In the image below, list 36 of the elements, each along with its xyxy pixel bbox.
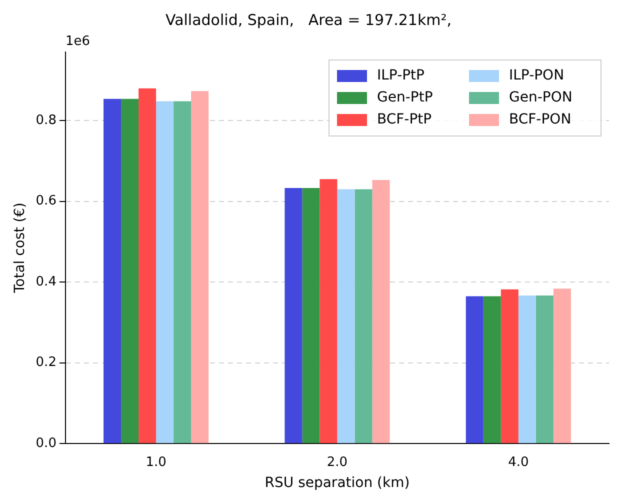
legend-label: BCF-PtP [377, 112, 432, 128]
bar [320, 179, 338, 444]
bar [500, 289, 518, 444]
legend-label: BCF-PON [509, 112, 572, 128]
bar [354, 189, 372, 444]
bar [518, 295, 536, 444]
bar [156, 101, 174, 444]
text: 1e6 [65, 34, 90, 49]
y-tick-label: 0.8 [36, 113, 56, 128]
y-tick-label: 0.4 [36, 274, 56, 290]
legend-label: Gen-PON [509, 90, 572, 106]
bar [284, 188, 302, 444]
legend-label: ILP-PtP [377, 68, 424, 84]
bar [372, 180, 390, 444]
legend-label: ILP-PON [509, 68, 564, 84]
bar [174, 101, 192, 444]
x-tick-label: 2.0 [326, 454, 348, 470]
legend-label: Gen-PtP [377, 90, 433, 106]
bar [466, 296, 484, 444]
bar [138, 88, 156, 444]
x-axis-title: RSU separation (km) [264, 475, 410, 492]
bar [104, 98, 122, 444]
y-axis-title: Total cost (€) [12, 202, 28, 294]
bar [536, 295, 554, 444]
y-tick-label: 0.0 [36, 436, 56, 451]
x-tick-label: 4.0 [508, 454, 529, 470]
bar [553, 288, 571, 444]
chart-title: Valladolid, Spain, Area = 197.21km², [165, 10, 452, 29]
x-tick-label: 1.0 [146, 454, 166, 470]
y-tick-label: 0.6 [36, 194, 56, 209]
bar [483, 296, 501, 444]
bar [121, 98, 139, 444]
bar [302, 188, 320, 444]
y-tick-label: 0.2 [36, 355, 56, 370]
bar [191, 91, 209, 444]
bar [337, 189, 355, 444]
